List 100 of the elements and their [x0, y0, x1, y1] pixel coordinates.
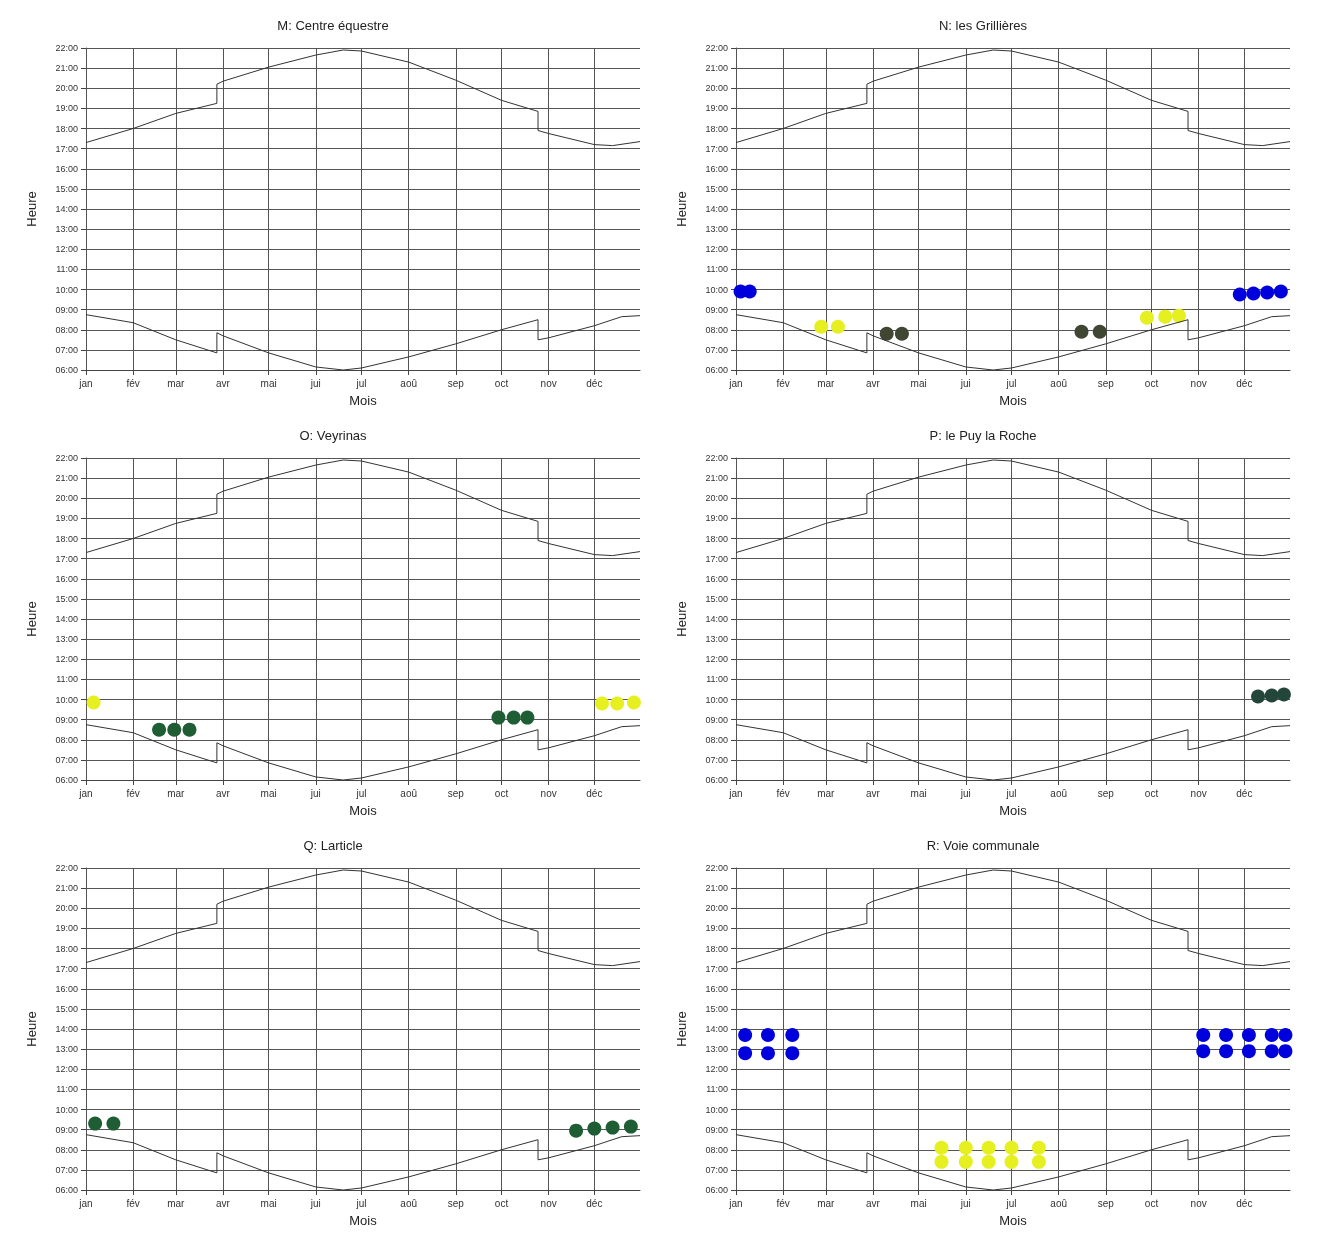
y-tick-label: 16:00 [55, 983, 78, 994]
y-tick-label: 07:00 [55, 754, 78, 765]
y-tick-label: 12:00 [705, 654, 728, 665]
x-tick-label: mai [910, 377, 927, 389]
point [1074, 324, 1089, 339]
chart-title: Q: Larticle [303, 838, 363, 853]
y-tick-label: 20:00 [55, 493, 78, 504]
point [1260, 285, 1275, 300]
y-tick-label: 10:00 [705, 1104, 728, 1115]
y-tick-label: 11:00 [706, 674, 728, 685]
x-tick-label: jan [78, 1197, 93, 1209]
y-tick-label: 19:00 [55, 923, 78, 934]
y-tick-label: 12:00 [55, 654, 78, 665]
point [1158, 309, 1173, 324]
x-tick-label: mar [167, 377, 186, 389]
x-tick-label: déc [1236, 377, 1253, 389]
y-tick-label: 06:00 [705, 775, 728, 785]
y-tick-label: 21:00 [705, 473, 728, 484]
x-axis-title: Mois [349, 1213, 378, 1228]
x-tick-label: avr [216, 1197, 231, 1209]
y-axis-title: Heure [24, 601, 39, 637]
chart-title: N: les Grillières [938, 18, 1028, 33]
point [1171, 308, 1186, 323]
y-axis-title: Heure [674, 191, 689, 227]
point [587, 1121, 602, 1136]
y-tick-label: 13:00 [55, 1044, 78, 1055]
x-tick-label: mar [167, 1197, 186, 1209]
y-tick-label: 15:00 [55, 1003, 78, 1014]
point [1278, 1028, 1293, 1043]
y-tick-label: 08:00 [705, 324, 728, 335]
point [1241, 1044, 1256, 1059]
point [1031, 1154, 1046, 1169]
y-tick-label: 07:00 [705, 754, 728, 765]
y-tick-label: 12:00 [55, 1064, 78, 1075]
x-tick-label: jul [355, 377, 367, 389]
x-tick-label: avr [216, 377, 231, 389]
y-tick-label: 10:00 [55, 694, 78, 705]
x-tick-label: jul [355, 787, 367, 799]
y-tick-label: 21:00 [55, 883, 78, 894]
point [182, 722, 197, 737]
point [738, 1046, 753, 1061]
y-tick-label: 20:00 [55, 903, 78, 914]
point [506, 710, 521, 725]
x-tick-label: jui [959, 787, 971, 799]
y-tick-label: 21:00 [705, 63, 728, 74]
x-tick-label: fév [776, 1197, 790, 1209]
x-axis-title: Mois [349, 393, 378, 408]
x-tick-label: aoû [1050, 377, 1067, 389]
x-tick-label: oct [1144, 377, 1159, 389]
point [491, 710, 506, 725]
x-tick-label: sep [1097, 787, 1115, 799]
y-tick-label: 17:00 [705, 963, 728, 974]
y-tick-label: 21:00 [55, 473, 78, 484]
point [934, 1154, 949, 1169]
y-tick-label: 16:00 [705, 983, 728, 994]
y-tick-label: 22:00 [55, 453, 78, 463]
y-tick-label: 06:00 [705, 365, 728, 375]
x-tick-label: nov [540, 377, 557, 389]
x-tick-label: jui [309, 1197, 321, 1209]
y-tick-label: 18:00 [705, 943, 728, 954]
y-tick-label: 09:00 [55, 304, 78, 315]
y-tick-label: 19:00 [705, 923, 728, 934]
x-tick-label: jui [959, 377, 971, 389]
y-tick-label: 15:00 [705, 183, 728, 194]
y-tick-label: 18:00 [705, 123, 728, 134]
y-tick-label: 19:00 [705, 513, 728, 524]
x-tick-label: jul [355, 1197, 367, 1209]
y-tick-label: 15:00 [55, 593, 78, 604]
y-tick-label: 08:00 [55, 324, 78, 335]
y-tick-label: 14:00 [705, 614, 728, 624]
y-tick-label: 15:00 [705, 593, 728, 604]
x-tick-label: aoû [400, 1197, 417, 1209]
x-tick-label: oct [494, 1197, 509, 1209]
y-tick-label: 12:00 [55, 244, 78, 255]
x-tick-label: déc [586, 377, 603, 389]
y-axis-title: Heure [674, 1011, 689, 1047]
y-tick-label: 15:00 [55, 183, 78, 194]
x-tick-label: mai [260, 1197, 277, 1209]
y-tick-label: 10:00 [705, 694, 728, 705]
y-tick-label: 17:00 [705, 143, 728, 154]
y-tick-label: 19:00 [705, 103, 728, 114]
y-tick-label: 13:00 [55, 634, 78, 645]
chart-title: M: Centre équestre [277, 18, 389, 33]
x-tick-label: oct [494, 377, 509, 389]
x-tick-label: sep [447, 787, 465, 799]
x-tick-label: fév [776, 377, 790, 389]
point [981, 1140, 996, 1155]
point [1219, 1028, 1234, 1043]
y-tick-label: 22:00 [705, 43, 728, 53]
x-tick-label: oct [494, 787, 509, 799]
x-axis-title: Mois [999, 393, 1028, 408]
chart-title: O: Veyrinas [299, 428, 368, 443]
y-axis-title: Heure [674, 601, 689, 637]
y-tick-label: 11:00 [56, 264, 78, 275]
y-tick-label: 09:00 [705, 714, 728, 725]
point [623, 1119, 638, 1134]
x-tick-label: fév [126, 1197, 140, 1209]
point [934, 1140, 949, 1155]
y-tick-label: 20:00 [705, 83, 728, 94]
x-tick-label: nov [540, 787, 557, 799]
